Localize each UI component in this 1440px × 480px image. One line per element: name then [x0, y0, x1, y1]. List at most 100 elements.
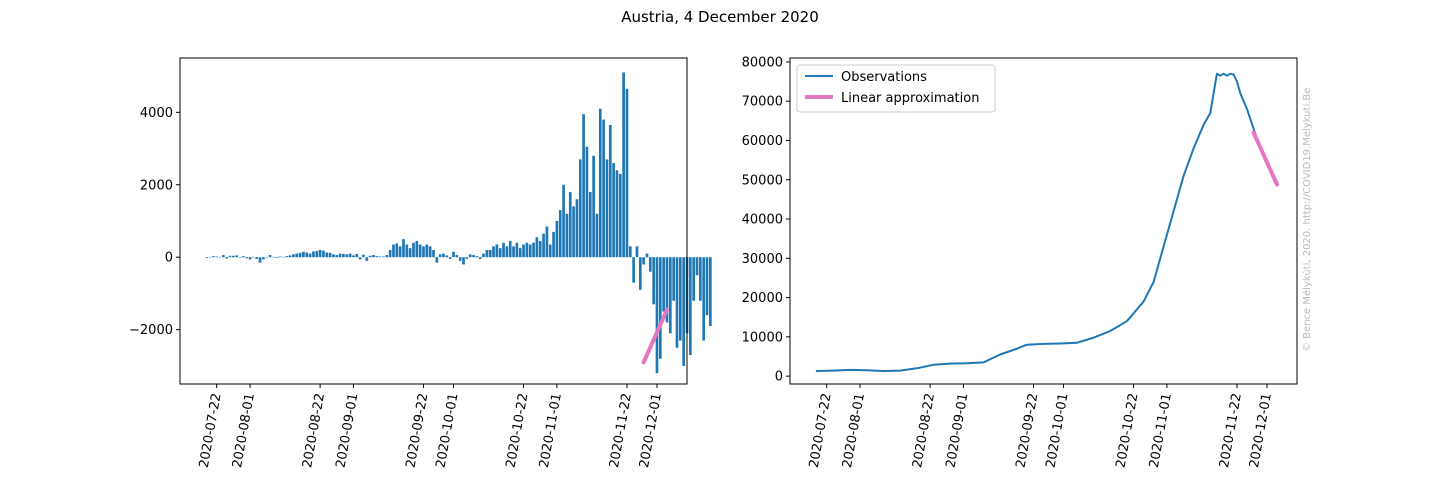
y-tick-label: 40000 [742, 213, 783, 228]
linear-approximation-line [641, 307, 669, 365]
bar [505, 246, 509, 258]
bar [415, 240, 419, 258]
x-tick-label: 2020-09-01 [943, 392, 971, 469]
bar [532, 242, 535, 258]
bar [268, 255, 272, 258]
x-tick-label: 2020-11-01 [1147, 392, 1175, 469]
bar [665, 257, 669, 323]
x-tick-label: 2020-11-22 [607, 392, 635, 469]
legend-label-observations: Observations [841, 70, 927, 85]
bar [695, 257, 699, 276]
bar [358, 257, 362, 260]
bar [525, 242, 529, 258]
bar [238, 257, 242, 258]
bar [488, 249, 492, 258]
bar [352, 255, 355, 258]
bar [552, 231, 555, 258]
bar [618, 173, 622, 258]
bar [648, 257, 652, 272]
x-tick-label: 2020-12-01 [1247, 392, 1275, 469]
bar [342, 253, 345, 258]
bar [335, 255, 339, 258]
bar [275, 257, 279, 258]
bar [272, 256, 275, 258]
bar [502, 242, 505, 258]
bar [392, 244, 395, 258]
bar [702, 257, 706, 341]
x-tick-label: 2020-09-22 [1014, 392, 1042, 469]
bar [375, 256, 379, 258]
bar [328, 252, 332, 258]
bar [252, 256, 255, 258]
bar [465, 257, 469, 260]
bar [612, 163, 615, 258]
bar [588, 192, 592, 258]
bar [228, 255, 232, 258]
bar [345, 254, 349, 258]
legend-box [796, 64, 996, 113]
bar [672, 257, 675, 301]
bar [512, 246, 515, 258]
bar [315, 251, 319, 258]
bar [232, 255, 235, 258]
bar [372, 255, 375, 258]
bar [638, 257, 642, 290]
bar [642, 257, 645, 265]
y-tick-label: 60000 [742, 134, 783, 149]
y-tick-label: 10000 [742, 330, 783, 345]
bar [205, 257, 209, 258]
x-tick-label: 2020-10-01 [434, 392, 462, 469]
x-tick-label: 2020-08-01 [230, 392, 258, 469]
bar [558, 210, 562, 258]
bar [285, 256, 289, 258]
bar [578, 159, 582, 258]
bar [632, 257, 635, 283]
right-axes-frame [789, 57, 1298, 385]
x-tick-label: 2020-11-01 [537, 392, 565, 469]
bar [408, 248, 412, 258]
bar [678, 257, 682, 341]
y-tick-label: 0 [165, 251, 173, 266]
bar [458, 257, 462, 261]
y-tick-label: 30000 [742, 252, 783, 267]
bar [312, 251, 315, 258]
bar [425, 244, 429, 258]
bar [615, 170, 619, 258]
bar [545, 226, 549, 258]
bar [292, 254, 295, 258]
bar [255, 257, 259, 260]
bar [625, 88, 629, 258]
bar [298, 252, 302, 258]
bar [705, 257, 709, 316]
active-cases-line-chart: 0 10000 20000 30000 40000 50000 60000 70000 8000… [742, 55, 1298, 469]
bar [555, 221, 559, 258]
bar [605, 159, 609, 258]
y-tick-label: 50000 [742, 173, 783, 188]
bar [208, 256, 212, 258]
bar [622, 72, 625, 258]
bar [475, 256, 479, 258]
x-tick-label: 2020-12-01 [637, 392, 665, 469]
watermark: © Bence Mélykúti, 2020. http://COVID19.M… [1301, 88, 1313, 352]
bar [709, 257, 712, 327]
y-tick-label: 70000 [742, 95, 783, 110]
bar [445, 255, 449, 258]
bar [448, 257, 452, 260]
bar [385, 255, 389, 258]
bar [258, 257, 262, 263]
figure-title: Austria, 4 December 2020 [621, 8, 819, 26]
bar [305, 252, 309, 258]
bar [515, 242, 519, 258]
observations-line [815, 72, 1278, 372]
bar [215, 256, 219, 258]
bar [282, 256, 285, 258]
bar [248, 257, 252, 260]
y-tick-label: 20000 [742, 291, 783, 306]
bar [362, 254, 365, 258]
bar [388, 249, 392, 258]
bar [452, 251, 455, 258]
bar [468, 254, 472, 258]
bar [585, 146, 589, 258]
bar [462, 257, 465, 265]
